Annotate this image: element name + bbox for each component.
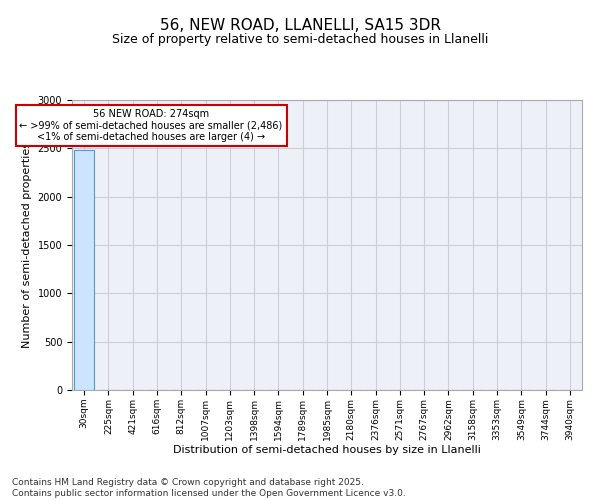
X-axis label: Distribution of semi-detached houses by size in Llanelli: Distribution of semi-detached houses by … <box>173 446 481 456</box>
Bar <box>74 150 94 390</box>
Text: 56, NEW ROAD, LLANELLI, SA15 3DR: 56, NEW ROAD, LLANELLI, SA15 3DR <box>160 18 440 32</box>
Text: Contains HM Land Registry data © Crown copyright and database right 2025.
Contai: Contains HM Land Registry data © Crown c… <box>12 478 406 498</box>
Text: 56 NEW ROAD: 274sqm
← >99% of semi-detached houses are smaller (2,486)
<1% of se: 56 NEW ROAD: 274sqm ← >99% of semi-detac… <box>19 108 283 142</box>
Y-axis label: Number of semi-detached properties: Number of semi-detached properties <box>22 142 32 348</box>
Text: Size of property relative to semi-detached houses in Llanelli: Size of property relative to semi-detach… <box>112 32 488 46</box>
